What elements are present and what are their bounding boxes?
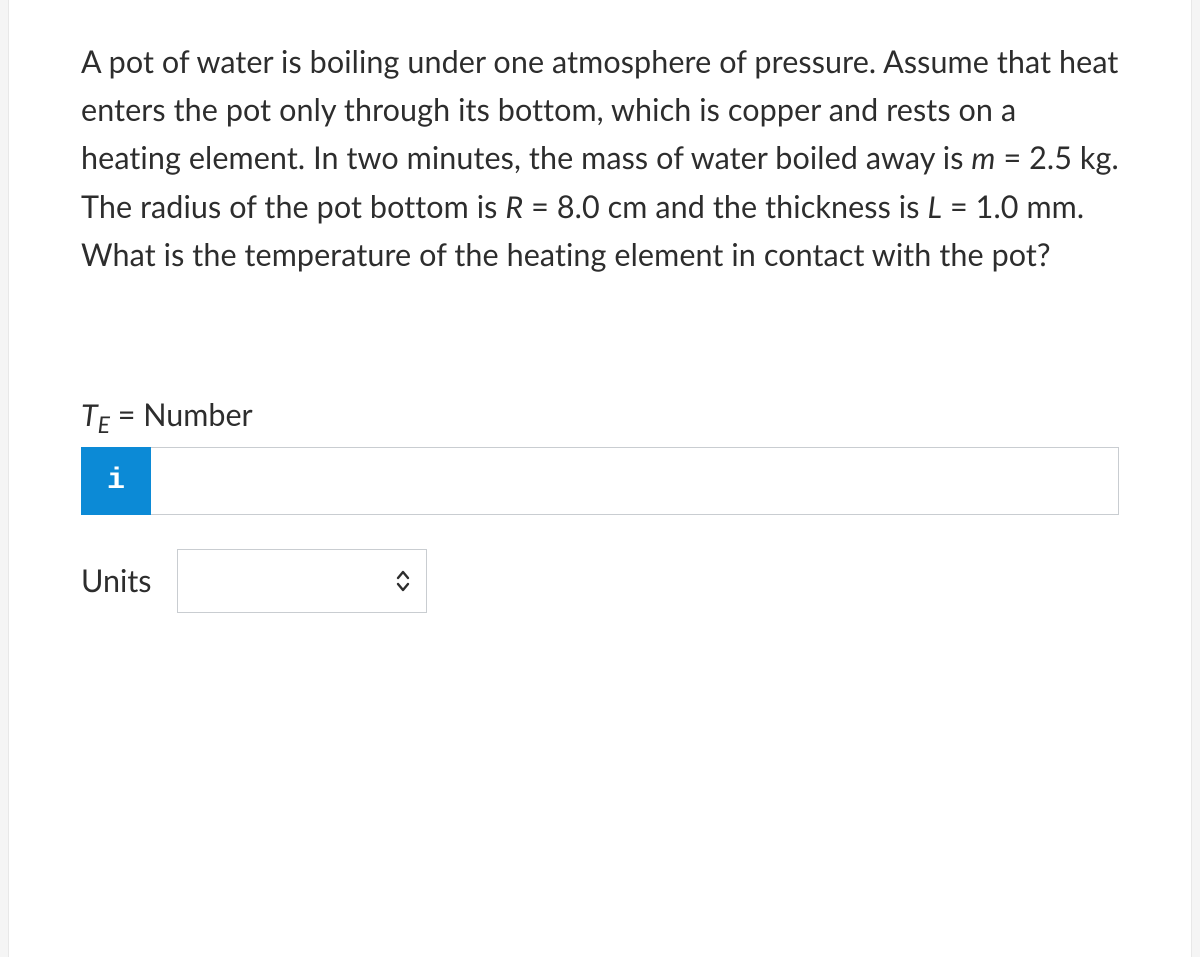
q-var-L: L <box>927 189 942 225</box>
answer-subscript: E <box>98 410 110 438</box>
q-var-R: R <box>505 189 523 225</box>
number-input[interactable] <box>151 447 1119 515</box>
question-card: A pot of water is boiling under one atmo… <box>8 0 1192 957</box>
units-label: Units <box>81 563 151 599</box>
answer-equals-number: = Number <box>110 397 253 433</box>
answer-symbol: T <box>81 397 98 433</box>
units-select-control[interactable] <box>178 550 426 612</box>
number-input-row: i <box>81 447 1119 515</box>
q-var-m: m <box>971 140 995 176</box>
question-text: A pot of water is boiling under one atmo… <box>81 38 1119 279</box>
info-button[interactable]: i <box>81 447 151 515</box>
answer-variable-label: TE = Number <box>81 397 1119 433</box>
info-icon: i <box>107 464 125 498</box>
q-part-0: A pot of water is boiling under one atmo… <box>81 44 1118 176</box>
units-select[interactable] <box>177 549 427 613</box>
units-row: Units <box>81 549 1119 613</box>
q-part-4: = 8.0 cm and the thickness is <box>523 189 927 225</box>
